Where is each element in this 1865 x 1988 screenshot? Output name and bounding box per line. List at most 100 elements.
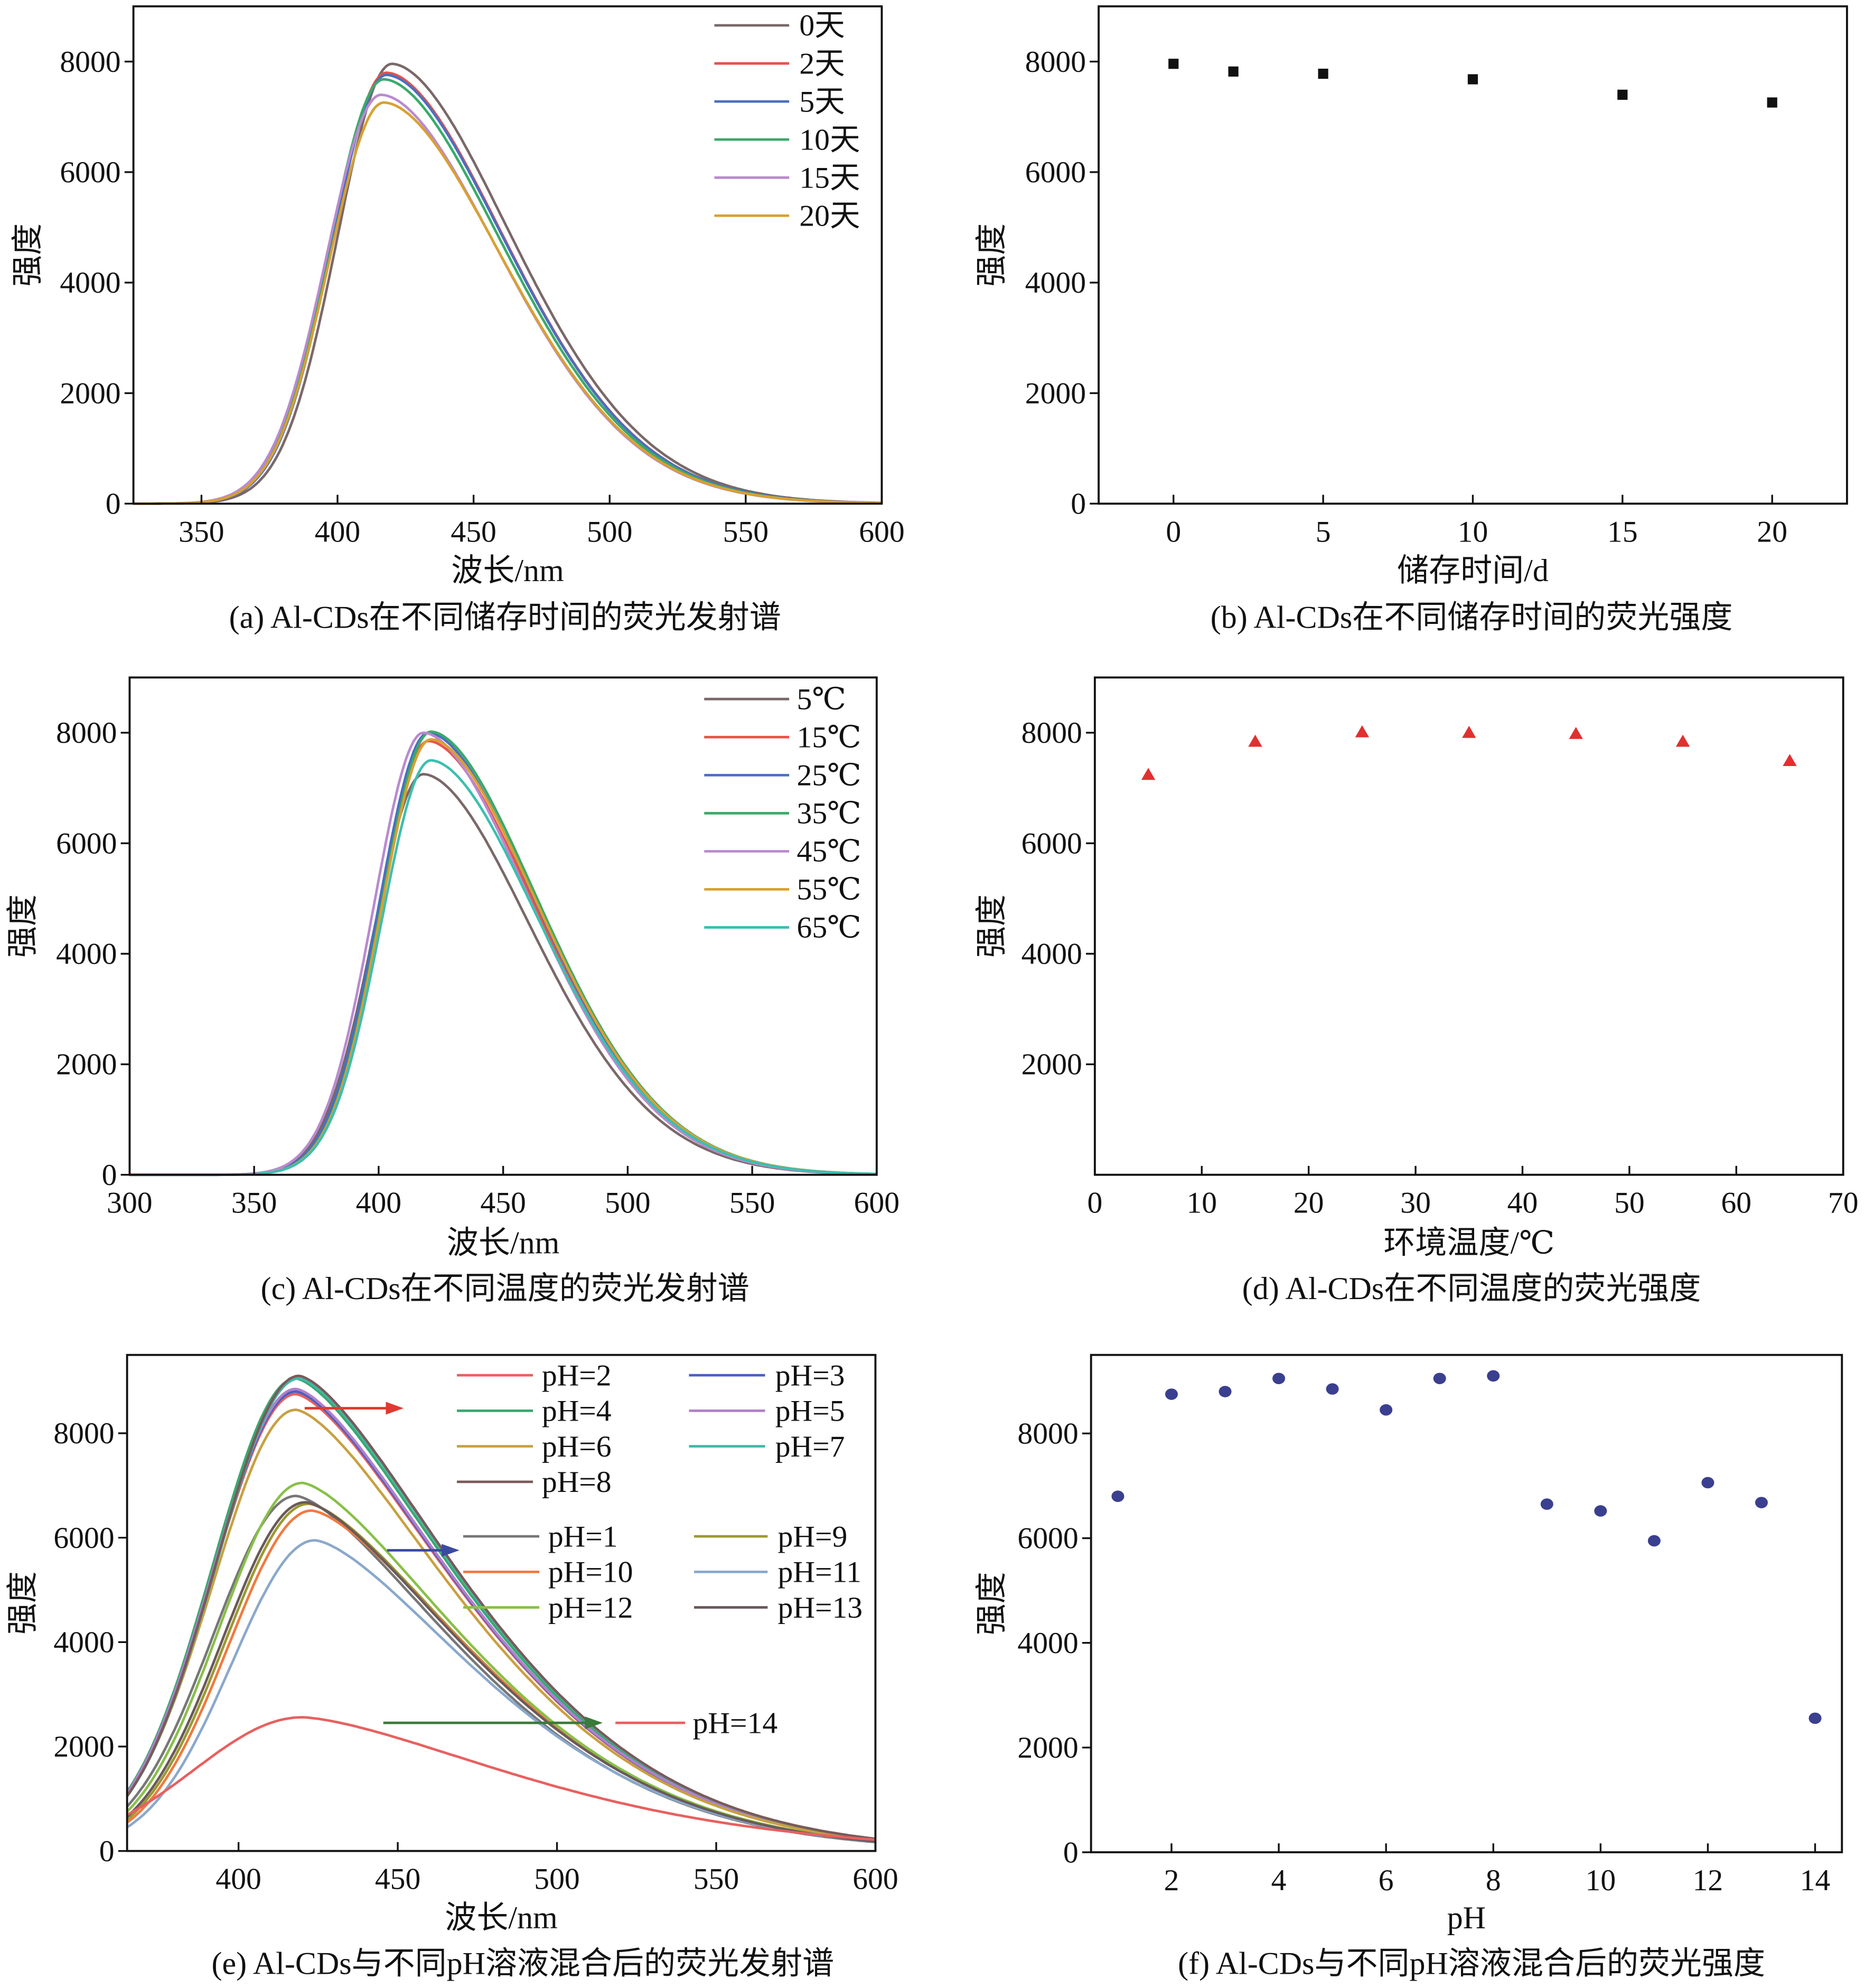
data-point — [1701, 1477, 1714, 1489]
data-point — [1462, 725, 1476, 738]
y-tick-label: 4000 — [1021, 938, 1082, 971]
y-tick-label: 4000 — [1025, 266, 1086, 300]
panel-f: 2 4 6 8 10 12 14 0 2000 4000 6000 8000 pH 强度 (f) Al-CD… — [974, 1354, 1843, 1981]
y-tick-label: 0 — [106, 488, 121, 521]
series-line-pH=8 — [126, 1374, 876, 1840]
legend-label: pH=6 — [542, 1430, 612, 1463]
y-tick-label: 8000 — [1017, 1417, 1078, 1451]
legend-label: pH=13 — [778, 1591, 863, 1625]
x-tick-label: 5 — [1316, 515, 1331, 548]
panel-caption: (d) Al-CDs在不同温度的荧光强度 — [1242, 1271, 1701, 1306]
x-tick-label: 550 — [729, 1187, 775, 1220]
data-point — [1467, 74, 1478, 85]
y-tick-label: 4000 — [53, 1626, 114, 1659]
series-line-0天 — [133, 62, 882, 505]
panel-caption: (f) Al-CDs与不同pH溶液混合后的荧光强度 — [1178, 1946, 1765, 1981]
y-tick-label: 8000 — [53, 1417, 114, 1450]
y-tick-label: 8000 — [60, 45, 120, 79]
y-axis-label: 强度 — [974, 1572, 1009, 1635]
data-point — [1380, 1404, 1393, 1416]
legend-label: 5天 — [799, 85, 845, 118]
x-tick-label: 20 — [1294, 1187, 1324, 1220]
legend-label: 55℃ — [797, 873, 861, 907]
legend-label: 0天 — [799, 9, 845, 42]
legend-label: 15℃ — [797, 721, 861, 754]
data-point — [1569, 726, 1583, 739]
x-tick-label: 10 — [1186, 1187, 1217, 1220]
x-tick-label: 10 — [1586, 1864, 1616, 1897]
x-tick-label: 450 — [480, 1187, 526, 1220]
x-axis-label: 储存时间/d — [1397, 553, 1549, 588]
plot-frame — [1093, 676, 1844, 1176]
legend-label: pH=1 — [548, 1520, 618, 1553]
arrow-head — [442, 1544, 460, 1557]
legend-label: 10天 — [799, 123, 860, 156]
data-point — [1540, 1498, 1553, 1510]
y-tick-label: 4000 — [1017, 1627, 1078, 1660]
data-point — [1168, 59, 1179, 69]
x-tick-label: 500 — [587, 515, 632, 548]
legend-label: 65℃ — [797, 911, 861, 945]
x-tick-label: 300 — [107, 1187, 152, 1220]
plot-frame — [126, 1354, 877, 1852]
legend-label: 35℃ — [797, 797, 861, 830]
legend-label: 2天 — [799, 47, 845, 80]
data-point — [1808, 1712, 1822, 1724]
panel-e: pH=2 pH=3pH=4 pH=5pH=6 pH=7pH=8pH=1 pH=9pH=1… — [5, 1354, 898, 1981]
x-tick-label: 450 — [375, 1863, 420, 1896]
y-tick-label: 8000 — [1021, 716, 1082, 750]
series-line-pH=9 — [126, 1502, 876, 1843]
x-tick-label: 20 — [1757, 515, 1787, 548]
legend-label: 15天 — [799, 161, 860, 194]
series-line-15天 — [133, 93, 882, 505]
y-tick-label: 6000 — [1025, 156, 1086, 189]
y-tick-label: 6000 — [1017, 1522, 1078, 1555]
x-tick-label: 400 — [315, 515, 360, 548]
x-tick-label: 6 — [1379, 1864, 1394, 1897]
y-axis-label: 强度 — [974, 894, 1009, 958]
series-line-2天 — [133, 71, 882, 505]
data-point — [1594, 1505, 1607, 1517]
y-axis-label: 强度 — [11, 223, 45, 287]
x-tick-label: 2 — [1164, 1864, 1179, 1897]
panel-b: 0 5 10 15 20 0 2000 4000 6000 8000 储存时间/d 强度 (b) Al-… — [974, 5, 1848, 635]
x-tick-label: 400 — [215, 1863, 261, 1896]
series-line-20天 — [133, 101, 882, 505]
x-tick-label: 450 — [451, 515, 496, 548]
series-line-pH=5 — [126, 1387, 876, 1841]
legend-label: 20天 — [799, 199, 860, 232]
arrow-head — [585, 1716, 603, 1730]
data-point — [1318, 69, 1328, 79]
series-line-10天 — [133, 78, 882, 505]
x-tick-label: 500 — [605, 1187, 650, 1220]
x-tick-label: 350 — [231, 1187, 277, 1220]
y-tick-label: 2000 — [1025, 377, 1086, 410]
panel-caption: (b) Al-CDs在不同储存时间的荧光强度 — [1211, 600, 1733, 635]
x-axis-label: pH — [1447, 1900, 1486, 1935]
y-tick-label: 4000 — [60, 266, 120, 300]
panel-d: 0 10 20 30 40 50 60 70 2000 4000 6000 8000 环境温度/℃ 强度 (… — [974, 676, 1859, 1306]
data-point — [1487, 1370, 1500, 1382]
legend-label: pH=14 — [693, 1706, 778, 1740]
data-point — [1228, 66, 1239, 77]
series-line-15℃ — [129, 740, 877, 1177]
data-point — [1675, 734, 1690, 747]
legend-label: pH=3 — [775, 1359, 845, 1392]
y-tick-label: 6000 — [60, 156, 120, 189]
series-line-25℃ — [129, 731, 877, 1177]
legend-label: pH=10 — [548, 1556, 633, 1589]
data-point — [1433, 1373, 1446, 1385]
y-tick-label: 0 — [1063, 1836, 1079, 1869]
series-line-5℃ — [129, 772, 877, 1177]
y-tick-label: 6000 — [53, 1522, 114, 1555]
y-tick-label: 2000 — [53, 1730, 114, 1763]
x-axis-label: 波长/nm — [451, 553, 564, 588]
y-tick-label: 6000 — [1021, 827, 1082, 860]
y-axis-label: 强度 — [5, 1571, 40, 1635]
plot-frame — [1090, 1354, 1843, 1853]
legend-label: pH=11 — [778, 1556, 861, 1589]
y-tick-label: 6000 — [56, 827, 117, 860]
x-tick-label: 8 — [1486, 1864, 1501, 1897]
x-tick-label: 0 — [1087, 1187, 1102, 1220]
